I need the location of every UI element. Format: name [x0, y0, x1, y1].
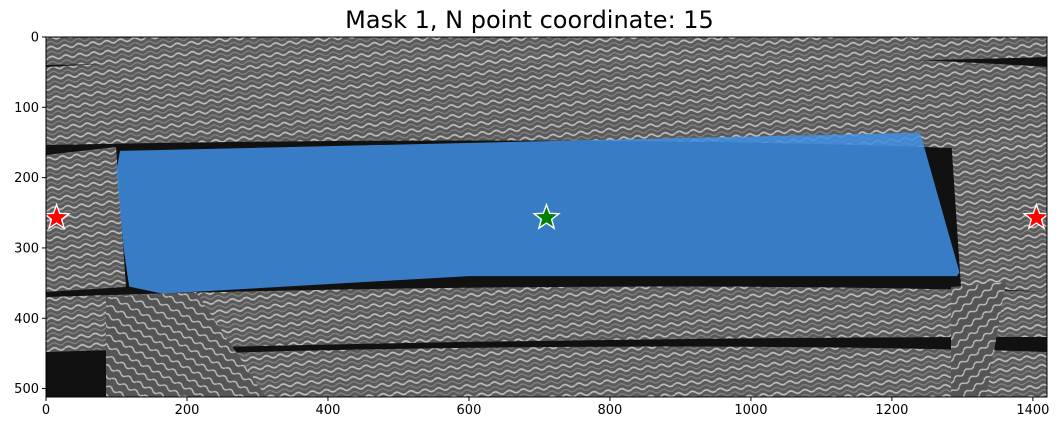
y-tick-label: 200 — [14, 171, 39, 186]
y-tick-label: 100 — [14, 101, 39, 116]
figure-title: Mask 1, N point coordinate: 15 — [345, 6, 714, 34]
fiber-band — [46, 286, 1047, 352]
fiber-band — [951, 135, 1047, 292]
axes-frame — [45, 36, 1048, 398]
fiber-diagonal — [951, 282, 1006, 397]
positive-point-star — [532, 202, 561, 230]
prompt-points — [46, 202, 1047, 230]
y-axis: 0 100 200 300 400 500 — [14, 31, 46, 397]
fiber-band — [106, 346, 1047, 397]
fiber-diagonal — [106, 292, 266, 397]
x-tick-label: 400 — [316, 403, 341, 418]
x-axis: 0 200 400 600 800 1000 1200 1400 — [42, 397, 1049, 418]
x-tick-label: 1000 — [734, 403, 767, 418]
x-tick-label: 1400 — [1016, 403, 1049, 418]
x-tick-label: 800 — [598, 403, 623, 418]
fiber-band — [46, 147, 126, 292]
y-tick-label: 400 — [14, 312, 39, 327]
y-tick-label: 500 — [14, 382, 39, 397]
image-plot-area — [46, 37, 1047, 397]
fiber-texture — [46, 37, 1047, 397]
negative-point-star — [1022, 202, 1047, 230]
x-tick-label: 0 — [42, 403, 50, 418]
y-tick-label: 300 — [14, 241, 39, 256]
fiber-band — [46, 53, 1047, 152]
y-tick-label: 0 — [31, 31, 39, 46]
x-tick-label: 1200 — [875, 403, 908, 418]
x-tick-label: 600 — [457, 403, 482, 418]
negative-point-star — [46, 202, 71, 230]
x-tick-label: 200 — [175, 403, 200, 418]
